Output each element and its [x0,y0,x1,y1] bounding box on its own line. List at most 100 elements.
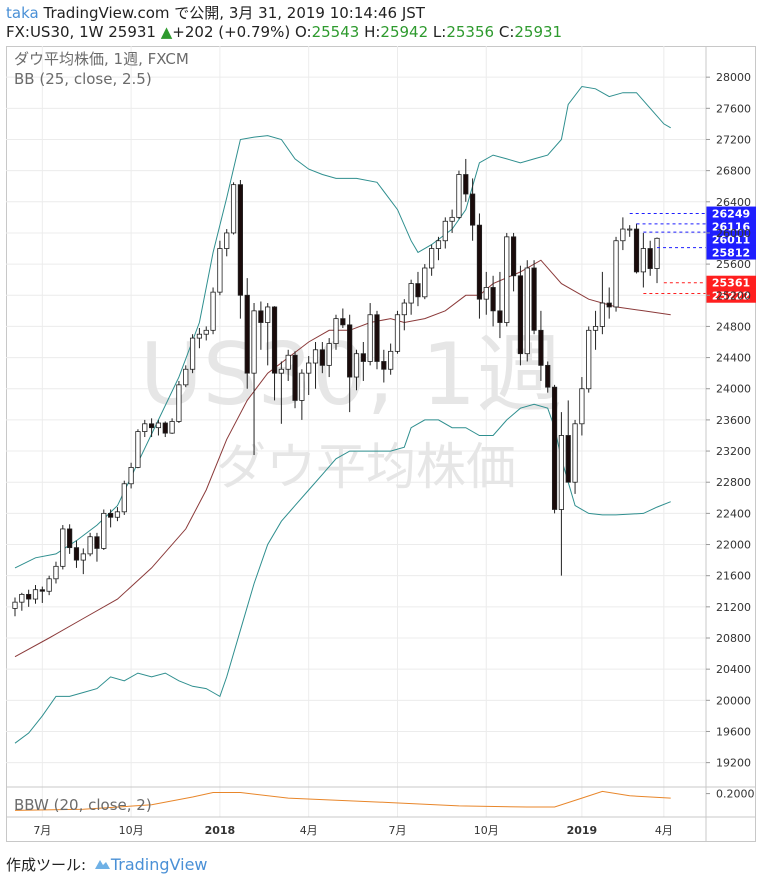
candle-body [189,337,196,370]
price-axis[interactable]: 19200 19600 20000 20400 20800 21200 21600 22000… [705,46,751,842]
candle [401,299,407,331]
candle-body [340,318,346,326]
price-tick-label: 26800 [716,165,751,178]
price-tick-label: 24000 [716,383,751,396]
cloud-logo-icon [94,860,110,869]
candle [108,509,114,528]
candle-body [32,589,39,600]
price-chart[interactable]: US30, 1週 ダウ平均株価 262492611626011258122536… [6,46,756,842]
candle [422,264,428,300]
time-axis[interactable]: 7月 10月 2018 4月 7月 10月 2019 4月 [6,816,756,837]
candle-body [196,333,203,339]
candle-body [394,314,401,352]
candle [633,223,640,274]
candle-body [26,593,32,600]
time-tick-label: 7月 [33,824,51,837]
candle-body [285,354,291,370]
candle-body [654,237,660,269]
price-tick-label: 22000 [716,539,751,552]
candle-body [128,467,134,485]
candle [210,287,216,335]
candle-body [326,343,332,366]
time-tick-label: 4月 [655,824,673,837]
candle [470,178,476,241]
high-label: H: [364,23,381,41]
candle-body [217,248,223,293]
candle [333,314,339,350]
last-price: 25931 [108,23,156,41]
candle [203,326,209,341]
candle [599,271,605,335]
chart-frame[interactable]: US30, 1週 ダウ平均株価 26249 26116 26011 25812 2536… [6,46,756,842]
candle [142,419,148,438]
price-tick-label: 21200 [716,601,751,614]
candle-body [374,314,380,362]
price-label-text: 26116 [712,221,751,234]
price-tick-label: 20000 [716,694,751,707]
candle [490,275,496,327]
price-label-text: 26249 [712,208,750,221]
price-tick-label: 20400 [716,663,751,676]
candle [592,310,599,350]
candle [545,361,551,393]
candle-body [244,294,250,374]
publish-line: taka TradingView.com で公開, 3月 31, 2019 10… [6,4,756,23]
high-value: 25942 [380,23,429,41]
candle-body [606,302,612,308]
price-label-box [706,206,756,221]
candle [374,310,380,370]
candle [408,279,414,315]
author-name[interactable]: taka [6,4,39,22]
candle-body [538,329,544,366]
candle [565,400,571,483]
candle [189,334,196,374]
candle-body [347,324,353,378]
footer: 作成ツール: TradingView [6,854,208,876]
candle-body [353,353,360,378]
price-label-box [706,288,756,303]
candle-body [278,368,284,374]
brand-name[interactable]: TradingView [110,855,208,874]
price-label-box [706,232,756,247]
candle-body [531,267,537,331]
price-label-box [706,219,756,234]
candle-body [517,275,524,355]
candle [319,342,325,374]
candle-body [224,232,230,249]
candle-body [162,422,168,434]
candle-body [524,267,530,355]
candle [265,303,271,366]
candle-body [449,216,455,222]
price-label-box [706,275,756,290]
chart-header: taka TradingView.com で公開, 3月 31, 2019 10… [6,4,756,44]
candle-body [442,220,448,242]
candle [517,265,524,366]
candle-body [80,553,86,561]
candle [60,525,66,570]
price-tick-label: 21600 [716,570,751,583]
candle-body [463,174,469,195]
price-label-text: 25812 [712,247,750,260]
candle [558,412,565,576]
candle [613,236,619,312]
candle-body [497,310,503,323]
candle [435,236,442,261]
candle [67,524,73,554]
symbol-label: FX:US30, 1W [6,23,104,41]
candle-body [613,240,619,308]
candle-body [415,283,421,298]
candle [353,349,360,391]
candle-body [46,578,52,592]
bbw-tick-label: 0.2000 [716,788,755,801]
publish-info: TradingView.com で公開, 3月 31, 2019 10:14:4… [43,4,425,22]
low-label: L: [432,23,447,41]
candle [135,429,141,469]
candle-body [319,349,325,366]
candle [524,260,530,362]
candle-body [258,310,264,323]
time-tick-label: 2018 [205,824,236,837]
price-tick-label: 25200 [716,289,751,302]
candle-body [633,228,640,273]
candle [483,271,489,315]
time-tick-label: 2019 [567,824,598,837]
